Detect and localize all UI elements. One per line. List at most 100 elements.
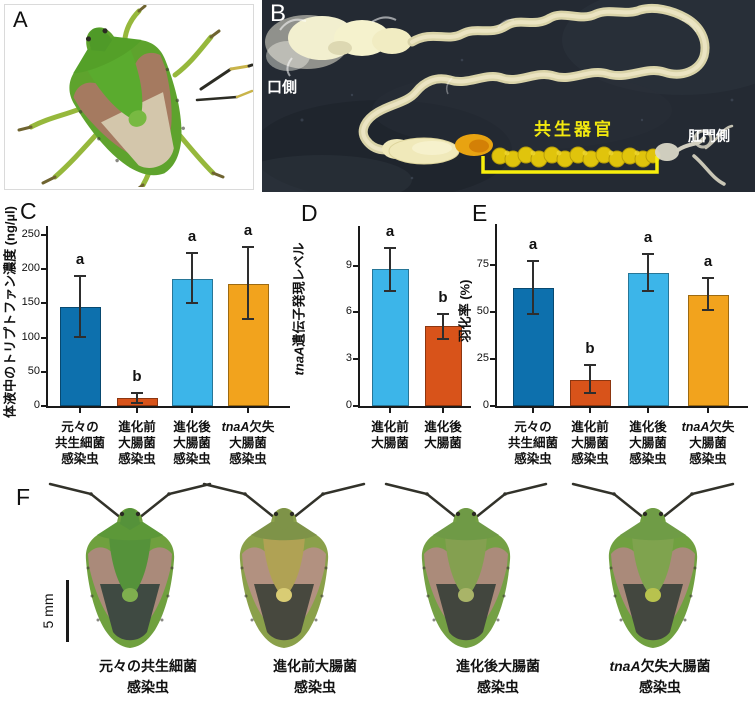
error-bar-cap <box>437 312 449 315</box>
panel-c-chart: C 体液中のトリプトファン濃度 (ng/µl) 0 50 100 150 200 250 a 元々… <box>0 196 300 470</box>
x-tick-mark <box>707 408 709 413</box>
error-bar-cap <box>527 260 539 263</box>
stinkbug-dorsal <box>571 482 735 648</box>
y-tick-mark <box>353 264 360 267</box>
sig-letter: a <box>385 223 395 241</box>
category-label: 進化後 大腸菌 <box>424 420 462 450</box>
sig-letter: a <box>243 222 253 240</box>
specimen-photo <box>45 474 215 654</box>
bar <box>687 295 729 406</box>
y-tick-mark <box>353 311 360 314</box>
stinkbug-dorsal <box>384 482 548 648</box>
sig-letter: b <box>438 288 448 306</box>
mouth-side-label: 口側 <box>267 79 298 96</box>
category-label: 進化後 大腸菌 感染虫 <box>173 420 211 466</box>
sig-letter: a <box>75 251 85 269</box>
category-label: tnaA欠失 大腸菌 感染虫 <box>221 420 275 466</box>
y-axis-line <box>46 226 48 408</box>
error-bar-cap <box>74 275 86 278</box>
y-tick-mark <box>41 234 48 236</box>
error-bar-cap <box>642 252 654 255</box>
bar <box>627 272 669 406</box>
category-label: tnaA欠失 大腸菌 感染虫 <box>681 420 735 466</box>
x-tick-mark <box>191 408 193 413</box>
error-bar-cap <box>702 277 714 280</box>
y-tick-mark <box>41 302 48 305</box>
y-tick-mark <box>353 405 360 407</box>
error-bar-cap <box>74 335 86 338</box>
panel-e-chart: E 羽化率 (%) 0 25 50 75 a 元々の 共生細菌 感染虫 b 進化前 大腸菌 感染虫 a 進化後… <box>450 196 755 470</box>
error-bar <box>389 248 391 291</box>
sig-letter: a <box>187 228 197 246</box>
error-bar-cap <box>527 312 539 315</box>
gut-dissection-photo <box>232 0 755 205</box>
category-label: 進化前 大腸菌 感染虫 <box>118 420 156 466</box>
error-bar <box>442 313 444 339</box>
y-tick-mark <box>41 336 48 339</box>
category-label: 元々の 共生細菌 感染虫 <box>54 420 105 466</box>
y-tick-label: 200 <box>21 262 40 275</box>
y-tick-label: 50 <box>476 305 489 317</box>
error-bar <box>707 278 709 311</box>
sig-letter: b <box>585 339 595 357</box>
error-bar <box>191 253 193 303</box>
symbiotic-organ-label: 共生器官 <box>534 120 614 139</box>
panel-b: B 口側 共生器官 肛門側 <box>232 0 755 205</box>
x-tick-mark <box>389 408 391 413</box>
x-axis-line <box>358 406 471 408</box>
panel-f: F 5 mm <box>0 470 755 705</box>
bar <box>371 268 409 406</box>
error-bar <box>589 364 591 393</box>
stinkbug-dorsal <box>202 482 366 648</box>
error-bar <box>136 393 138 403</box>
y-tick-mark <box>490 311 497 313</box>
y-tick-label: 250 <box>21 228 40 240</box>
y-axis-label: tnaA遺伝子発現レベル <box>291 242 307 376</box>
error-bar <box>532 261 534 314</box>
x-tick-mark <box>136 408 138 413</box>
y-tick-mark <box>490 264 497 266</box>
y-tick-mark <box>41 268 48 271</box>
error-bar <box>647 253 649 292</box>
x-tick-mark <box>247 408 249 413</box>
x-tick-mark <box>79 408 81 413</box>
y-tick-label: 150 <box>21 296 40 309</box>
y-tick-label: 75 <box>476 258 489 270</box>
error-bar-cap <box>131 401 143 404</box>
y-tick-label: 100 <box>21 330 40 343</box>
specimen-photo <box>568 474 738 654</box>
y-tick-label: 50 <box>27 364 40 377</box>
scale-bar <box>66 580 69 642</box>
y-axis-line <box>495 224 497 408</box>
y-tick-label: 0 <box>345 399 352 411</box>
specimen-label: tnaA欠失大腸菌 感染虫 <box>609 658 711 695</box>
error-bar-cap <box>584 363 596 366</box>
y-tick-label: 25 <box>476 352 489 364</box>
error-bar <box>247 247 249 320</box>
error-bar-cap <box>131 392 143 394</box>
sig-letter: a <box>643 228 653 246</box>
category-label: 進化前 大腸菌 感染虫 <box>571 420 609 466</box>
stinkbug-side-photo <box>17 4 254 193</box>
panel-letter: E <box>472 200 488 226</box>
panel-f-letter: F <box>16 484 31 510</box>
x-axis-line <box>495 406 748 408</box>
error-bar-cap <box>384 289 396 292</box>
panel-a-letter: A <box>13 7 28 32</box>
category-label: 進化前 大腸菌 <box>371 420 409 450</box>
error-bar-cap <box>437 337 449 340</box>
error-bar-cap <box>584 391 596 394</box>
specimen-label: 進化前大腸菌 感染虫 <box>273 658 357 695</box>
error-bar-cap <box>186 252 198 255</box>
category-label: 進化後 大腸菌 感染虫 <box>629 420 667 466</box>
y-tick-label: 3 <box>345 352 352 365</box>
x-tick-mark <box>442 408 444 413</box>
error-bar-cap <box>384 247 396 250</box>
error-bar-cap <box>702 309 714 312</box>
sig-letter: b <box>132 368 142 385</box>
y-tick-label: 0 <box>33 399 40 411</box>
sig-letter: a <box>528 236 538 254</box>
panel-b-letter: B <box>270 0 287 27</box>
y-tick-label: 0 <box>482 399 489 411</box>
